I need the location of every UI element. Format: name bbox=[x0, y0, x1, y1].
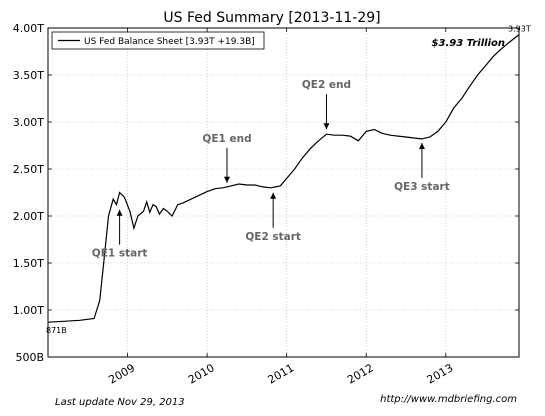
annotation-arrowhead bbox=[116, 209, 123, 216]
last-update-text: Last update Nov 29, 2013 bbox=[55, 397, 185, 408]
annotation-arrowhead bbox=[323, 123, 330, 130]
y-tick-label: 3.50T bbox=[13, 69, 44, 82]
total-label: $3.93 Trillion bbox=[432, 38, 505, 49]
annotation-label: QE1 start bbox=[92, 248, 148, 260]
legend: US Fed Balance Sheet [3.93T +19.3B] bbox=[51, 31, 265, 50]
y-tick-label: 1.00T bbox=[13, 304, 44, 317]
series-line-fed-balance-sheet bbox=[47, 34, 520, 323]
y-tick-label: 1.50T bbox=[13, 257, 44, 270]
legend-label: US Fed Balance Sheet [3.93T +19.3B] bbox=[84, 37, 255, 47]
annotation-label: QE3 start bbox=[394, 181, 450, 193]
y-tick-label: 4.00T bbox=[13, 22, 44, 35]
y-tick-label: 500B bbox=[15, 351, 44, 364]
source-url[interactable]: http://www.mdbriefing.com bbox=[380, 394, 517, 405]
annotation-label: QE2 start bbox=[245, 231, 301, 243]
legend-box bbox=[51, 31, 265, 50]
y-tick-label: 2.50T bbox=[13, 163, 44, 176]
annotation-label: QE1 end bbox=[202, 133, 251, 145]
y-tick-label: 3.00T bbox=[13, 116, 44, 129]
annotation-arrowhead bbox=[418, 142, 425, 149]
start-value-label: 871B bbox=[46, 326, 67, 335]
end-value-label: 3.93T bbox=[508, 25, 531, 34]
grid bbox=[48, 28, 519, 357]
annotations: QE1 start QE1 end QE2 start QE2 end QE3 star… bbox=[92, 79, 450, 260]
annotation-arrowhead bbox=[224, 176, 231, 183]
chart-title: US Fed Summary [2013-11-29] bbox=[163, 10, 380, 26]
plot-area bbox=[48, 28, 519, 357]
y-tick-label: 2.00T bbox=[13, 210, 44, 223]
y-axis: 500B 1.00T 1.50T 2.00T 2.50T 3.00T 3.50T 4.00T bbox=[13, 22, 519, 364]
plot-frame bbox=[47, 27, 520, 358]
annotation-label: QE2 end bbox=[302, 79, 351, 91]
annotation-arrowhead bbox=[270, 192, 277, 199]
